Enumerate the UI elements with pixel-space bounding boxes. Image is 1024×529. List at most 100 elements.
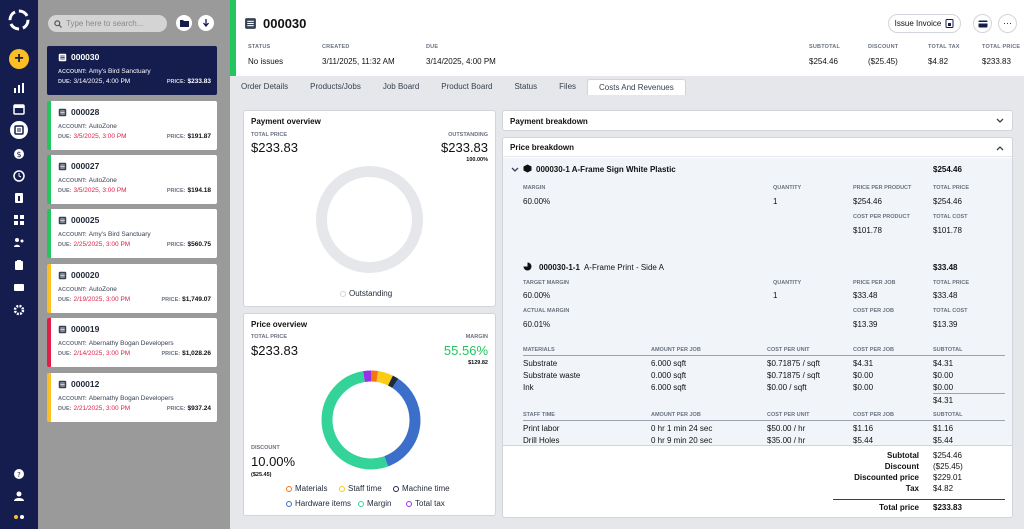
legend-total-tax[interactable]: Total tax (406, 499, 445, 508)
tab-status[interactable]: Status (514, 82, 538, 91)
clock-icon[interactable] (10, 167, 28, 185)
legend-hardware-items[interactable]: Hardware items (286, 499, 351, 508)
order-card-due: DUE: 3/5/2025, 3:00 PM (58, 187, 127, 194)
legend-outstanding[interactable]: Outstanding (340, 289, 392, 298)
donut-slice-margin[interactable] (321, 370, 421, 470)
tab-product-board[interactable]: Product Board (441, 82, 493, 91)
order-card[interactable]: 000028 ACCOUNT: AutoZone DUE: 3/5/2025, 3:… (47, 101, 217, 150)
target-margin-label: TARGET MARGIN (523, 280, 570, 286)
materials-header-rule (523, 355, 1005, 356)
more-icon: ⋯ (1003, 18, 1012, 28)
collapse-product-icon[interactable] (511, 167, 519, 173)
cost-per-product-label: COST PER PRODUCT (853, 214, 910, 220)
search-box[interactable] (48, 15, 167, 32)
payment-button[interactable] (973, 14, 992, 33)
materials-subtotal: $4.31 (933, 396, 954, 405)
legend-label: Staff time (348, 484, 382, 493)
table-header: COST PER JOB (853, 412, 894, 418)
search-icon (54, 19, 62, 28)
cost-per-job: $13.39 (853, 320, 878, 329)
issue-invoice-label: Issue Invoice (894, 19, 942, 28)
tab-job-board[interactable]: Job Board (382, 82, 420, 91)
staff-header-rule (523, 420, 1005, 421)
search-input[interactable] (66, 19, 161, 28)
inbox-icon[interactable] (10, 278, 28, 296)
order-card-id: 000019 (71, 324, 100, 334)
issue-invoice-button[interactable]: Issue Invoice (888, 14, 961, 33)
tab-products-jobs[interactable]: Products/Jobs (310, 82, 361, 91)
sort-button[interactable] (198, 15, 214, 31)
donut-slice-hardware-items[interactable] (321, 370, 421, 470)
order-card-id: 000027 (71, 161, 100, 171)
brand-icon[interactable] (10, 508, 28, 526)
order-card-title: 000025 (58, 215, 211, 225)
table-cell: $0.00 (853, 371, 874, 380)
table-header: STAFF TIME (523, 412, 555, 418)
profile-icon[interactable] (10, 487, 28, 505)
meta-label: TOTAL PRICE (982, 44, 1021, 50)
help-icon[interactable]: ? (10, 465, 28, 483)
account-label: ACCOUNT: (58, 178, 87, 184)
legend-staff-time[interactable]: Staff time (339, 484, 382, 493)
legend-materials[interactable]: Materials (286, 484, 327, 493)
totals-label: Discount (884, 462, 919, 471)
order-card-title: 000012 (58, 379, 211, 389)
order-card[interactable]: 000012 ACCOUNT: Abernathy Bogan Developer… (47, 373, 217, 422)
po-outstanding-pct: 100.00% (466, 157, 488, 163)
price-per-product-label: PRICE PER PRODUCT (853, 185, 912, 191)
price-breakdown-header[interactable]: Price breakdown (503, 138, 1012, 157)
order-card[interactable]: 000025 ACCOUNT: Amy's Bird Sanctuary DUE:… (47, 209, 217, 258)
order-card[interactable]: 000020 ACCOUNT: AutoZone DUE: 2/19/2025, 3… (47, 264, 217, 313)
clipboard-icon[interactable] (10, 256, 28, 274)
users-icon[interactable] (10, 233, 28, 251)
order-header: 000030 Issue Invoice ⋯ STATUS No issues CR… (230, 0, 1024, 76)
app-logo[interactable] (7, 8, 31, 32)
order-card[interactable]: 000019 ACCOUNT: Abernathy Bogan Developer… (47, 318, 217, 367)
totals-separator (503, 445, 1012, 446)
order-card-title: 000028 (58, 107, 211, 117)
order-card[interactable]: 000030 ACCOUNT: Amy's Bird Sanctuary DUE:… (47, 46, 217, 95)
order-card-id: 000020 (71, 270, 100, 280)
svg-text:$: $ (16, 150, 21, 159)
tab-order-details[interactable]: Order Details (241, 82, 289, 91)
settings-icon[interactable] (10, 301, 28, 319)
totals-value: ($25.45) (933, 462, 963, 471)
tab-files[interactable]: Files (559, 82, 577, 91)
table-header: SUBTOTAL (933, 347, 963, 353)
job-title: 000030-1-1 A-Frame Print - Side A (539, 263, 664, 272)
add-button[interactable]: + (9, 49, 29, 69)
order-card-price: PRICE: $1,028.26 (161, 350, 211, 357)
legend-machine-time[interactable]: Machine time (393, 484, 450, 493)
order-card-due: DUE: 3/14/2025, 4:00 PM (58, 78, 130, 85)
price-label: PRICE: (166, 79, 186, 85)
total-price-value: $233.83 (933, 503, 962, 512)
account-value: AutoZone (88, 123, 117, 130)
chevron-down-icon[interactable] (996, 118, 1004, 124)
chevron-up-icon[interactable] (996, 145, 1004, 151)
tab-costs-and-revenues[interactable]: Costs And Revenues (587, 79, 686, 95)
folder-filter-button[interactable] (176, 15, 192, 31)
grid-icon[interactable] (10, 211, 28, 229)
job-total-cost: $13.39 (933, 320, 958, 329)
more-button[interactable]: ⋯ (998, 14, 1017, 33)
product-box-icon (523, 164, 532, 173)
table-cell: Ink (523, 383, 534, 392)
orders-icon[interactable] (10, 121, 28, 139)
order-card[interactable]: 000027 ACCOUNT: AutoZone DUE: 3/5/2025, 3:… (47, 155, 217, 204)
dollar-icon[interactable]: $ (10, 145, 28, 163)
due-label: DUE: (58, 79, 72, 85)
dashboard-icon[interactable] (10, 79, 28, 97)
legend-margin[interactable]: Margin (358, 499, 391, 508)
price-donut (321, 370, 421, 470)
order-card-account: ACCOUNT: Abernathy Bogan Developers (58, 340, 211, 347)
account-label: ACCOUNT: (58, 232, 87, 238)
table-cell: Substrate waste (523, 371, 581, 380)
donut-slice-total-tax[interactable] (321, 370, 421, 470)
table-cell: $1.16 (853, 424, 874, 433)
info-icon[interactable] (10, 189, 28, 207)
product-margin: 60.00% (523, 197, 551, 206)
calendar-icon[interactable] (10, 100, 28, 118)
order-icon (58, 325, 67, 333)
payment-breakdown-panel[interactable]: Payment breakdown (502, 110, 1013, 131)
product-name: 000030-1 A-Frame Sign White Plastic (536, 165, 676, 174)
